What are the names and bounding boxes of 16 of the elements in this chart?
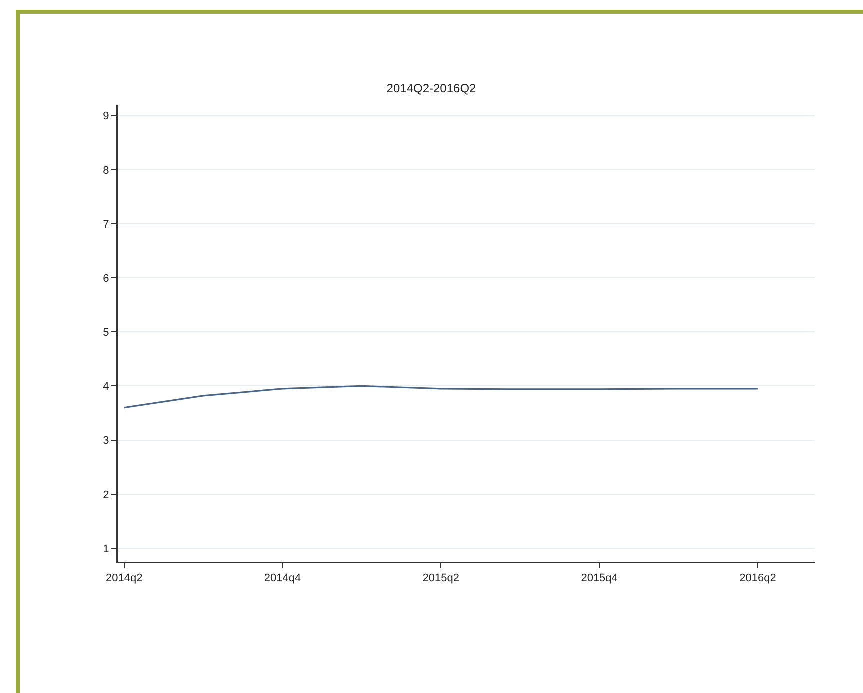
x-tick-label: 2015q2 <box>422 572 460 585</box>
y-tick-label: 8 <box>103 164 110 177</box>
line-series <box>124 385 759 409</box>
y-tick-label: 7 <box>103 218 110 231</box>
y-tick-label: 3 <box>103 435 110 448</box>
chart-title: 2014Q2-2016Q2 <box>386 81 477 96</box>
y-tick-label: 4 <box>103 381 110 394</box>
y-tick-label: 1 <box>103 543 110 556</box>
x-tick-label: 2015q4 <box>581 572 618 585</box>
y-tick-label: 2 <box>103 489 110 502</box>
x-tick-label: 2014q4 <box>264 572 302 585</box>
y-tick-label: 5 <box>103 327 110 339</box>
y-tick-label: 9 <box>103 110 110 123</box>
y-tick-label: 6 <box>103 272 110 285</box>
x-tick-label: 2016q2 <box>740 572 776 585</box>
x-tick-label: 2014q2 <box>106 572 143 585</box>
